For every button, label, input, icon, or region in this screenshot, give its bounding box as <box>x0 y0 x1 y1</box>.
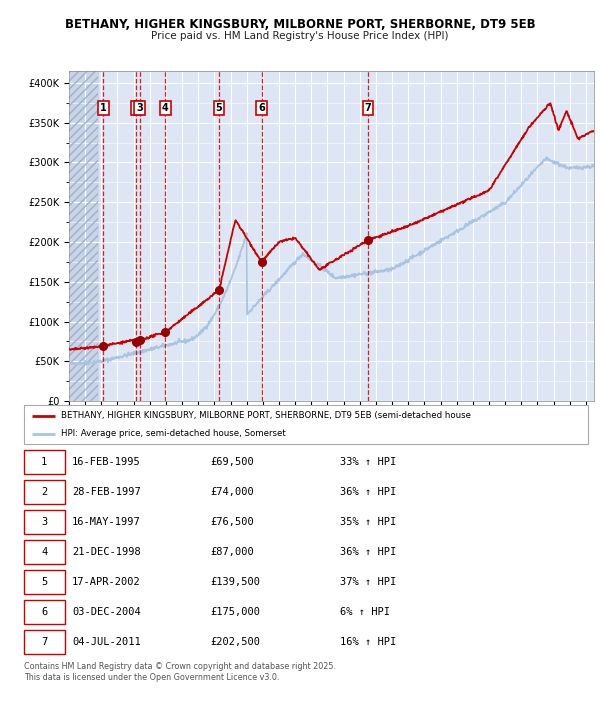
Text: 17-APR-2002: 17-APR-2002 <box>72 577 140 587</box>
Bar <box>69 71 98 401</box>
Text: 1: 1 <box>41 457 47 467</box>
Text: BETHANY, HIGHER KINGSBURY, MILBORNE PORT, SHERBORNE, DT9 5EB (semi-detached hous: BETHANY, HIGHER KINGSBURY, MILBORNE PORT… <box>61 411 470 420</box>
Text: Price paid vs. HM Land Registry's House Price Index (HPI): Price paid vs. HM Land Registry's House … <box>151 31 449 41</box>
FancyBboxPatch shape <box>24 540 65 564</box>
Text: 16-FEB-1995: 16-FEB-1995 <box>72 457 140 467</box>
Text: 3: 3 <box>41 517 47 527</box>
Text: HPI: Average price, semi-detached house, Somerset: HPI: Average price, semi-detached house,… <box>61 430 286 439</box>
FancyBboxPatch shape <box>24 600 65 623</box>
Text: £87,000: £87,000 <box>210 547 254 557</box>
Text: £69,500: £69,500 <box>210 457 254 467</box>
FancyBboxPatch shape <box>24 481 65 504</box>
Text: 7: 7 <box>364 104 371 114</box>
Text: 6: 6 <box>258 104 265 114</box>
Text: 6% ↑ HPI: 6% ↑ HPI <box>340 607 390 617</box>
Text: £139,500: £139,500 <box>210 577 260 587</box>
Text: 4: 4 <box>162 104 169 114</box>
Text: Contains HM Land Registry data © Crown copyright and database right 2025.: Contains HM Land Registry data © Crown c… <box>24 662 336 671</box>
Text: 36% ↑ HPI: 36% ↑ HPI <box>340 547 396 557</box>
FancyBboxPatch shape <box>24 630 65 654</box>
FancyBboxPatch shape <box>24 450 65 474</box>
Text: £202,500: £202,500 <box>210 637 260 647</box>
Text: 36% ↑ HPI: 36% ↑ HPI <box>340 487 396 497</box>
Text: £175,000: £175,000 <box>210 607 260 617</box>
FancyBboxPatch shape <box>24 510 65 534</box>
Text: 28-FEB-1997: 28-FEB-1997 <box>72 487 140 497</box>
Text: 5: 5 <box>41 577 47 587</box>
Text: 16-MAY-1997: 16-MAY-1997 <box>72 517 140 527</box>
Text: 37% ↑ HPI: 37% ↑ HPI <box>340 577 396 587</box>
Text: 3: 3 <box>136 104 143 114</box>
FancyBboxPatch shape <box>24 405 588 444</box>
Text: 7: 7 <box>41 637 47 647</box>
Text: 4: 4 <box>41 547 47 557</box>
Text: £74,000: £74,000 <box>210 487 254 497</box>
Text: 5: 5 <box>215 104 223 114</box>
FancyBboxPatch shape <box>24 570 65 594</box>
Text: This data is licensed under the Open Government Licence v3.0.: This data is licensed under the Open Gov… <box>24 673 280 682</box>
Text: 33% ↑ HPI: 33% ↑ HPI <box>340 457 396 467</box>
Bar <box>69 71 98 401</box>
Text: 21-DEC-1998: 21-DEC-1998 <box>72 547 140 557</box>
Text: BETHANY, HIGHER KINGSBURY, MILBORNE PORT, SHERBORNE, DT9 5EB: BETHANY, HIGHER KINGSBURY, MILBORNE PORT… <box>65 18 535 31</box>
Text: £76,500: £76,500 <box>210 517 254 527</box>
Text: 2: 2 <box>133 104 140 114</box>
Text: 16% ↑ HPI: 16% ↑ HPI <box>340 637 396 647</box>
Text: 2: 2 <box>41 487 47 497</box>
Text: 1: 1 <box>100 104 107 114</box>
Text: 04-JUL-2011: 04-JUL-2011 <box>72 637 140 647</box>
Text: 6: 6 <box>41 607 47 617</box>
Text: 03-DEC-2004: 03-DEC-2004 <box>72 607 140 617</box>
Text: 35% ↑ HPI: 35% ↑ HPI <box>340 517 396 527</box>
